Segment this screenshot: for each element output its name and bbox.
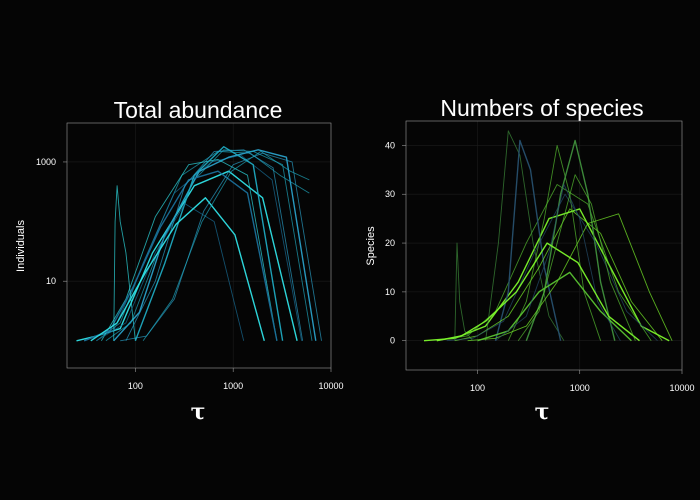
y-axis-label: Individuals: [15, 220, 27, 272]
y-tick-label: 0: [390, 336, 395, 346]
y-tick-label: 10: [385, 287, 395, 297]
x-tick-label: 10000: [318, 381, 343, 391]
series-line: [90, 197, 265, 342]
plot-frame: [405, 120, 683, 371]
series-line: [446, 193, 658, 342]
series-line: [142, 150, 310, 342]
plot-frame: [66, 122, 332, 369]
x-axis-label: τ: [191, 399, 206, 425]
series-line: [83, 170, 278, 342]
x-axis: 100 1000 10000: [128, 368, 344, 391]
series-line: [436, 184, 652, 342]
x-tick-label: 100: [470, 383, 485, 393]
series-line: [485, 130, 565, 341]
title-total-abundance: Total abundance: [114, 97, 283, 123]
panel-numbers-of-species: Numbers of species 100 1000 10000 0 10 20 30 4…: [365, 95, 695, 425]
y-axis: 10 1000: [36, 157, 67, 286]
series-line: [436, 242, 640, 342]
x-axis: 100 1000 10000: [470, 370, 695, 393]
grid: [406, 121, 683, 370]
series-line: [134, 145, 284, 342]
y-axis-label: Species: [365, 226, 377, 266]
series-line: [96, 150, 310, 342]
series-line: [507, 144, 602, 341]
title-numbers-of-species: Numbers of species: [440, 95, 643, 121]
series-line: [113, 149, 317, 342]
y-tick-label: 40: [385, 140, 395, 150]
series-line: [96, 203, 245, 342]
series-line: [495, 184, 621, 342]
series-line: [517, 174, 636, 341]
series-line: [467, 213, 673, 342]
series-group: [423, 130, 673, 342]
y-tick-label: 30: [385, 189, 395, 199]
y-tick-label: 1000: [36, 157, 56, 167]
x-tick-label: 100: [128, 381, 143, 391]
series-line: [454, 242, 474, 341]
x-tick-label: 1000: [223, 381, 243, 391]
x-tick-label: 10000: [669, 383, 694, 393]
series-line: [125, 149, 304, 341]
x-axis-label: τ: [535, 399, 550, 425]
series-line: [113, 185, 136, 341]
y-tick-label: 10: [46, 276, 56, 286]
series-line: [105, 149, 313, 342]
series-group: [76, 145, 322, 342]
x-tick-label: 1000: [570, 383, 590, 393]
panel-total-abundance: Total abundance 100 1000 10000 10 1000 τ In…: [15, 97, 344, 425]
y-tick-label: 20: [385, 238, 395, 248]
series-line: [101, 159, 278, 342]
y-axis: 0 10 20 30 40: [385, 140, 406, 346]
